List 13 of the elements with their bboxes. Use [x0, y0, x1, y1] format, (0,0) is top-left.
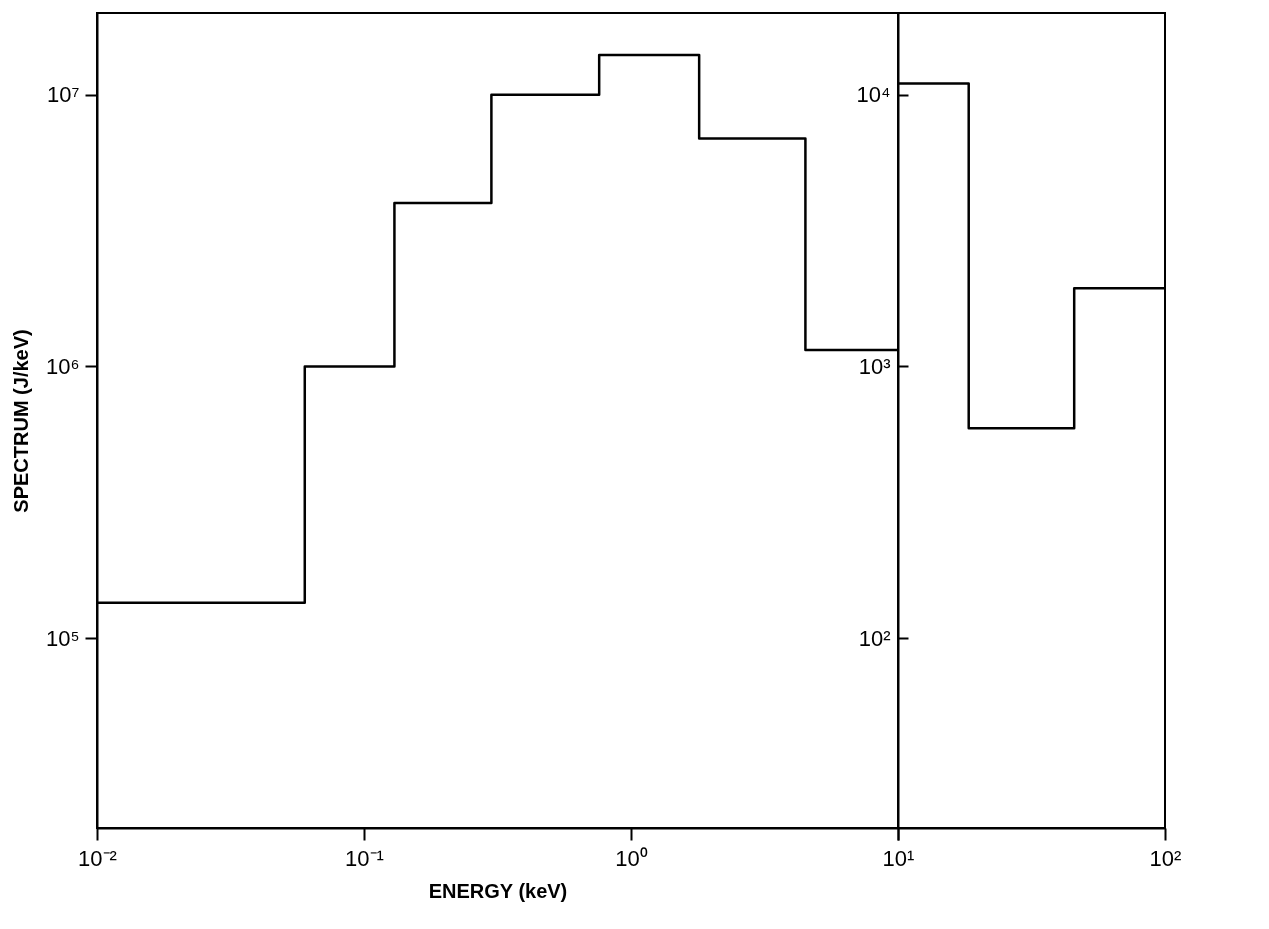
x-tick-label: 10⁻¹ [345, 845, 384, 871]
x-tick-label: 10⁰ [615, 845, 648, 871]
x-tick-label: 10⁻² [78, 845, 117, 871]
y-tick-label: 10² [858, 625, 891, 651]
y-tick-label: 10³ [858, 353, 891, 379]
x-tick-label: 10² [1149, 845, 1182, 871]
y-tick-label: 10⁴ [856, 82, 891, 108]
y-tick-label: 10⁷ [47, 82, 80, 108]
x-axis-title: ENERGY (keV) [428, 879, 568, 902]
y-tick-label: 10⁶ [45, 353, 80, 379]
y-tick-label: 10⁵ [45, 625, 80, 651]
y-axis-title: SPECTRUM (J/keV) [9, 329, 32, 513]
x-tick-label: 10¹ [882, 845, 915, 871]
